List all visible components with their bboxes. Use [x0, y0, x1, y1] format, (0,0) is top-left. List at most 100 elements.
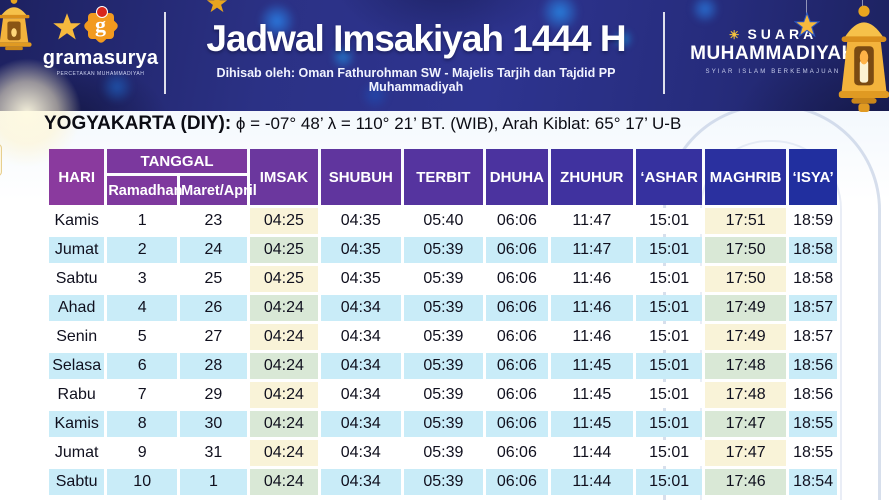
- table-row: Sabtu 3 25 04:25 04:35 05:39 06:06 11:46 15:01 17…: [49, 266, 837, 292]
- table-cell: 05:39: [403, 295, 484, 321]
- table-cell: 6: [107, 353, 178, 379]
- table-cell: 3: [107, 266, 178, 292]
- table-cell: 04:34: [320, 469, 401, 495]
- table-cell: 04:24: [249, 324, 318, 350]
- table-cell: 04:24: [249, 469, 318, 495]
- table-cell: 11:44: [550, 440, 634, 466]
- col-header-hari: HARI: [49, 149, 105, 205]
- table-cell: 15:01: [636, 237, 703, 263]
- table-cell: Kamis: [49, 208, 105, 234]
- table-cell: 15:01: [636, 382, 703, 408]
- col-header-isya: ‘ISYA’: [789, 149, 837, 205]
- col-header-dhuha: DHUHA: [486, 149, 548, 205]
- bokeh-light: [690, 0, 720, 24]
- table-cell: 7: [107, 382, 178, 408]
- table-cell: 17:46: [705, 469, 787, 495]
- table-cell: 15:01: [636, 295, 703, 321]
- table-cell: 15:01: [636, 208, 703, 234]
- table-cell: 04:35: [320, 266, 401, 292]
- table-cell: 04:25: [249, 208, 318, 234]
- table-cell: 06:06: [486, 382, 548, 408]
- table-cell: 11:46: [550, 324, 634, 350]
- gramasurya-caption: PERCETAKAN MUHAMMADIYAH: [56, 71, 145, 77]
- table-cell: Jumat: [49, 237, 105, 263]
- table-cell: 26: [180, 295, 247, 321]
- prayer-schedule-table: HARI TANGGAL IMSAK SHUBUH TERBIT DHUHA Z…: [46, 146, 840, 498]
- table-cell: 18:57: [789, 324, 837, 350]
- table-cell: 15:01: [636, 440, 703, 466]
- table-cell: 06:06: [486, 266, 548, 292]
- table-cell: 10: [107, 469, 178, 495]
- location-coordinates: ϕ = -07° 48’ λ = 110° 21’ BT. (WIB), Ara…: [231, 114, 682, 133]
- table-cell: 18:59: [789, 208, 837, 234]
- table-cell: 17:48: [705, 382, 787, 408]
- table-row: Jumat 9 31 04:24 04:34 05:39 06:06 11:44 15:01 17…: [49, 440, 837, 466]
- table-cell: 06:06: [486, 469, 548, 495]
- table-cell: 04:24: [249, 382, 318, 408]
- table-cell: 29: [180, 382, 247, 408]
- table-cell: Rabu: [49, 382, 105, 408]
- table-cell: 18:54: [789, 469, 837, 495]
- table-cell: Kamis: [49, 411, 105, 437]
- table-cell: 15:01: [636, 266, 703, 292]
- table-row: Kamis 8 30 04:24 04:34 05:39 06:06 11:45 15:01 17…: [49, 411, 837, 437]
- table-cell: 18:55: [789, 440, 837, 466]
- col-header-ramadhan: Ramadhan: [107, 176, 182, 205]
- table-cell: 06:06: [486, 353, 548, 379]
- table-cell: 31: [180, 440, 247, 466]
- table-cell: 2: [107, 237, 178, 263]
- poster-subtitle: Dihisab oleh: Oman Fathurohman SW - Maje…: [216, 65, 616, 94]
- col-header-ashar: ‘ASHAR: [636, 149, 703, 205]
- table-cell: 06:06: [486, 237, 548, 263]
- table-cell: 04:34: [320, 353, 401, 379]
- table-cell: 9: [107, 440, 178, 466]
- table-cell: 04:35: [320, 208, 401, 234]
- table-cell: 05:39: [403, 324, 484, 350]
- table-cell: 11:46: [550, 295, 634, 321]
- table-cell: 4: [107, 295, 178, 321]
- location-city: YOGYAKARTA (DIY):: [44, 113, 232, 134]
- table-cell: 17:48: [705, 353, 787, 379]
- table-cell: 04:35: [320, 237, 401, 263]
- table-cell: 18:58: [789, 266, 837, 292]
- banner-divider-left: [164, 12, 166, 94]
- lantern-icon: [0, 0, 32, 51]
- table-cell: 04:34: [320, 382, 401, 408]
- table-cell: 11:47: [550, 237, 634, 263]
- table-cell: 11:45: [550, 411, 634, 437]
- table-cell: 15:01: [636, 353, 703, 379]
- table-cell: 1: [180, 469, 247, 495]
- sun-icon: ☀: [728, 28, 740, 42]
- table-cell: 04:34: [320, 411, 401, 437]
- table-cell: 06:06: [486, 324, 548, 350]
- gramasurya-star-icon: g: [82, 6, 119, 45]
- table-row: Jumat 2 24 04:25 04:35 05:39 06:06 11:47 15:01 17…: [49, 237, 837, 263]
- top-banner: g gramasurya PERCETAKAN MUHAMMADIYAH Jad…: [0, 0, 889, 112]
- table-row: Selasa 6 28 04:24 04:34 05:39 06:06 11:45 15:01 1…: [49, 353, 837, 379]
- table-cell: 17:47: [705, 440, 787, 466]
- table-cell: 05:39: [403, 469, 484, 495]
- table-cell: 04:25: [249, 266, 318, 292]
- table-cell: 30: [180, 411, 247, 437]
- suara-tagline: SYIAR ISLAM BERKEMAJUAN: [705, 69, 841, 75]
- table-cell: 11:46: [550, 266, 634, 292]
- table-cell: 06:06: [486, 208, 548, 234]
- table-cell: 5: [107, 324, 178, 350]
- table-cell: Ahad: [49, 295, 105, 321]
- table-cell: 05:39: [403, 353, 484, 379]
- col-header-tanggal: TANGGAL: [107, 149, 247, 173]
- table-cell: 17:47: [705, 411, 787, 437]
- table-cell: 27: [180, 324, 247, 350]
- table-cell: 15:01: [636, 411, 703, 437]
- table-cell: 18:56: [789, 382, 837, 408]
- table-cell: 11:47: [550, 208, 634, 234]
- table-cell: 05:39: [403, 411, 484, 437]
- table-cell: Selasa: [49, 353, 105, 379]
- table-cell: 8: [107, 411, 178, 437]
- table-cell: 04:24: [249, 411, 318, 437]
- table-cell: 11:44: [550, 469, 634, 495]
- banner-title-block: Jadwal Imsakiyah 1444 H Dihisab oleh: Om…: [175, 0, 657, 111]
- table-cell: 17:50: [705, 266, 787, 292]
- col-header-imsak: IMSAK: [249, 149, 318, 205]
- table-cell: Senin: [49, 324, 105, 350]
